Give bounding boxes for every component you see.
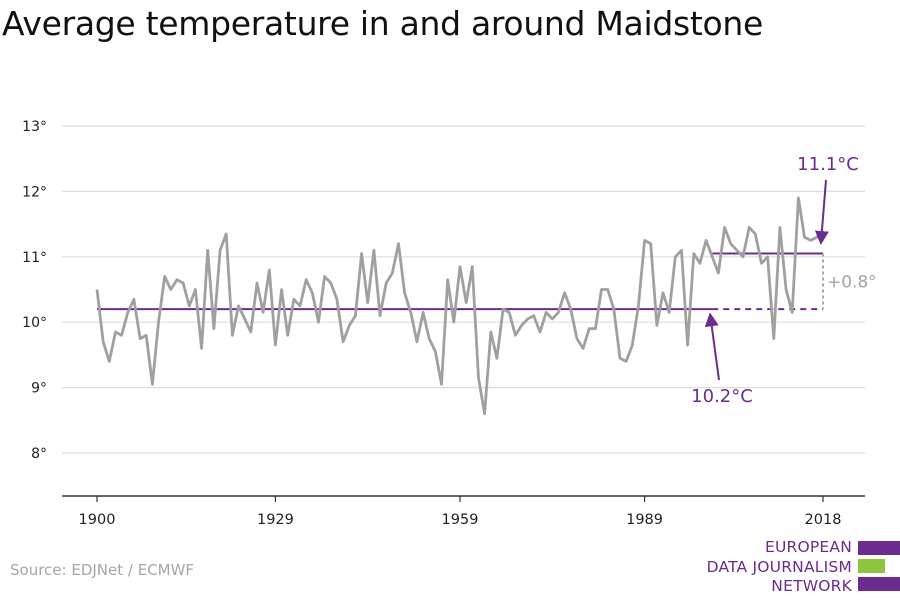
x-tick-label: 1959 — [442, 512, 479, 528]
logo-bar-purple-bottom — [858, 577, 900, 591]
x-tick-label: 1900 — [79, 512, 116, 528]
baseline-mean-label: 10.2°C — [691, 386, 753, 407]
baseline-mean-arrow — [704, 312, 720, 381]
y-axis-ticks: 8° 9° 10° 11° 12° 13° — [22, 119, 47, 462]
x-axis: 1900 1929 1959 1989 2018 — [62, 495, 865, 528]
reference-lines — [97, 252, 823, 311]
source-credit: Source: EDJNet / ECMWF — [10, 561, 195, 579]
temperature-series-line — [95, 196, 825, 416]
gridlines — [62, 125, 865, 454]
y-tick-label: 12° — [22, 184, 47, 200]
annotations: 11.1°C 10.2°C +0.8° — [691, 154, 877, 407]
y-tick-label: 13° — [22, 119, 47, 135]
difference-label: +0.8° — [827, 272, 877, 292]
y-tick-label: 9° — [31, 381, 47, 397]
series-layer — [95, 196, 825, 416]
recent-mean-arrow — [814, 179, 829, 246]
y-tick-label: 10° — [22, 315, 47, 331]
edjnet-logo: EUROPEAN DATA JOURNALISM NETWORK — [700, 538, 900, 598]
y-tick-label: 8° — [31, 446, 47, 462]
logo-line-1: EUROPEAN — [764, 538, 852, 556]
logo-line-2: DATA JOURNALISM — [706, 557, 852, 576]
logo-bar-green — [858, 559, 885, 573]
chart-title: Average temperature in and around Maidst… — [2, 4, 764, 43]
y-tick-label: 11° — [22, 250, 47, 266]
logo-line-3: NETWORK — [771, 577, 852, 595]
x-tick-label: 2018 — [805, 512, 842, 528]
x-tick-label: 1989 — [626, 512, 663, 528]
recent-mean-label: 11.1°C — [797, 154, 859, 175]
logo-bar-purple-top — [858, 541, 900, 555]
x-tick-label: 1929 — [257, 512, 294, 528]
logo-text: EUROPEAN DATA JOURNALISM NETWORK — [707, 538, 852, 597]
